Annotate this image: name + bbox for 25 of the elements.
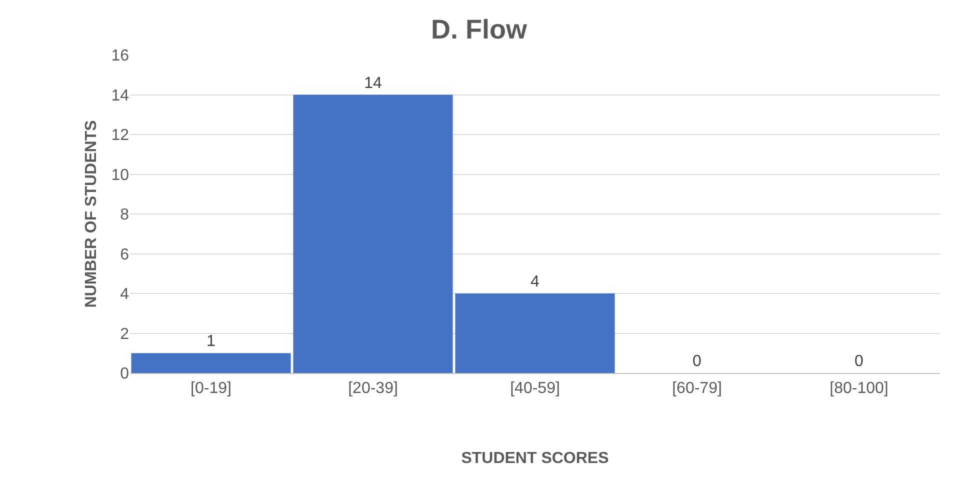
chart-title: D. Flow [431,14,528,45]
bar [293,94,453,373]
data-label: 14 [364,74,382,92]
x-tick-label: [80-100] [830,380,888,398]
x-tick-label: [20-39] [348,380,398,398]
y-tick-label: 14 [111,87,130,104]
y-tick-label: 8 [120,206,130,224]
y-tick-label: 12 [111,127,130,144]
bar [455,294,615,373]
x-axis-title: STUDENT SCORES [461,450,610,467]
data-label: 4 [530,274,540,290]
y-tick-label: 16 [111,48,130,65]
data-label: 1 [206,333,216,350]
x-tick-label: [0-19] [190,380,232,398]
data-label: 0 [692,353,702,370]
bar [131,353,291,373]
data-label: 0 [854,353,864,370]
x-tick-label: [40-59] [510,380,560,398]
y-tick-label: 10 [111,166,130,184]
y-tick-label: 2 [120,326,130,343]
y-tick-label: 0 [120,366,130,383]
x-tick-label: [60-79] [672,380,722,398]
y-tick-label: 6 [120,246,130,264]
y-tick-label: 4 [120,286,130,304]
y-axis-title: NUMBER OF STUDENTS [83,120,100,308]
